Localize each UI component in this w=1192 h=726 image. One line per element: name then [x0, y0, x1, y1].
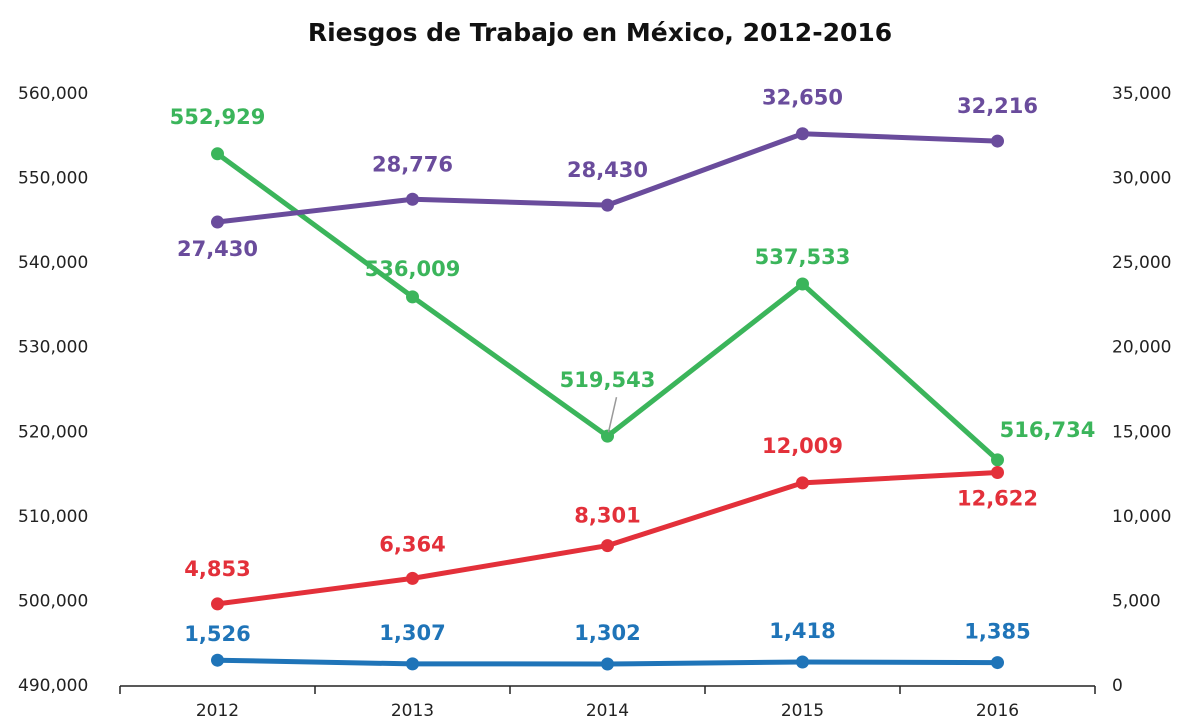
leader-line	[607, 396, 618, 433]
y-tick-label: 550,000	[18, 169, 88, 189]
data-point	[991, 453, 1004, 467]
data-point	[211, 147, 224, 161]
data-label: 552,929	[170, 105, 266, 129]
y2-tick-label: 15,000	[1112, 422, 1171, 442]
y-tick-label: 520,000	[18, 422, 88, 442]
y2-tick-label: 10,000	[1112, 507, 1171, 527]
y-tick-label: 540,000	[18, 253, 88, 273]
chart-title: Riesgos de Trabajo en México, 2012-2016	[308, 18, 892, 47]
data-label: 516,734	[1000, 418, 1096, 442]
data-label: 27,430	[177, 237, 258, 261]
y-tick-label: 500,000	[18, 591, 88, 611]
data-label: 32,216	[957, 94, 1038, 118]
data-point	[211, 597, 224, 611]
data-label: 4,853	[184, 557, 250, 581]
data-point	[211, 653, 224, 667]
data-point	[796, 127, 809, 141]
data-point	[991, 656, 1004, 670]
x-tick-label: 2012	[196, 701, 239, 721]
data-point	[601, 657, 614, 671]
data-point	[601, 429, 614, 443]
data-label: 1,526	[184, 622, 250, 646]
data-label: 1,302	[574, 621, 640, 645]
x-tick-label: 2016	[976, 701, 1019, 721]
data-point	[991, 466, 1004, 480]
data-label: 519,543	[560, 368, 656, 392]
data-point	[211, 215, 224, 229]
data-point	[796, 476, 809, 490]
data-label: 32,650	[762, 86, 843, 110]
x-tick-label: 2014	[586, 701, 629, 721]
data-point	[601, 198, 614, 212]
data-label: 8,301	[574, 504, 640, 528]
x-tick-label: 2013	[391, 701, 434, 721]
y2-tick-label: 20,000	[1112, 338, 1171, 358]
data-label: 6,364	[379, 532, 445, 556]
y-tick-label: 560,000	[18, 84, 88, 104]
data-point	[406, 657, 419, 671]
y2-tick-label: 5,000	[1112, 591, 1161, 611]
data-label: 28,776	[372, 152, 453, 176]
data-point	[406, 290, 419, 304]
data-label: 1,307	[379, 621, 445, 645]
y-tick-label: 510,000	[18, 507, 88, 527]
y2-tick-label: 0	[1112, 676, 1123, 696]
data-label: 1,418	[769, 619, 835, 643]
data-label: 12,009	[762, 434, 843, 458]
data-point	[601, 539, 614, 553]
data-label: 28,430	[567, 158, 648, 182]
data-point	[796, 655, 809, 669]
data-point	[796, 277, 809, 291]
x-tick-label: 2015	[781, 701, 824, 721]
y2-tick-label: 30,000	[1112, 169, 1171, 189]
y-tick-label: 530,000	[18, 338, 88, 358]
data-point	[991, 134, 1004, 148]
data-label: 536,009	[365, 257, 461, 281]
series-line	[217, 470, 998, 607]
data-label: 537,533	[755, 245, 851, 269]
y2-tick-label: 25,000	[1112, 253, 1171, 273]
data-label: 12,622	[957, 487, 1038, 511]
data-point	[406, 192, 419, 206]
data-point	[406, 571, 419, 585]
y2-tick-label: 35,000	[1112, 84, 1171, 104]
y-tick-label: 490,000	[18, 676, 88, 696]
data-label: 1,385	[964, 620, 1030, 644]
